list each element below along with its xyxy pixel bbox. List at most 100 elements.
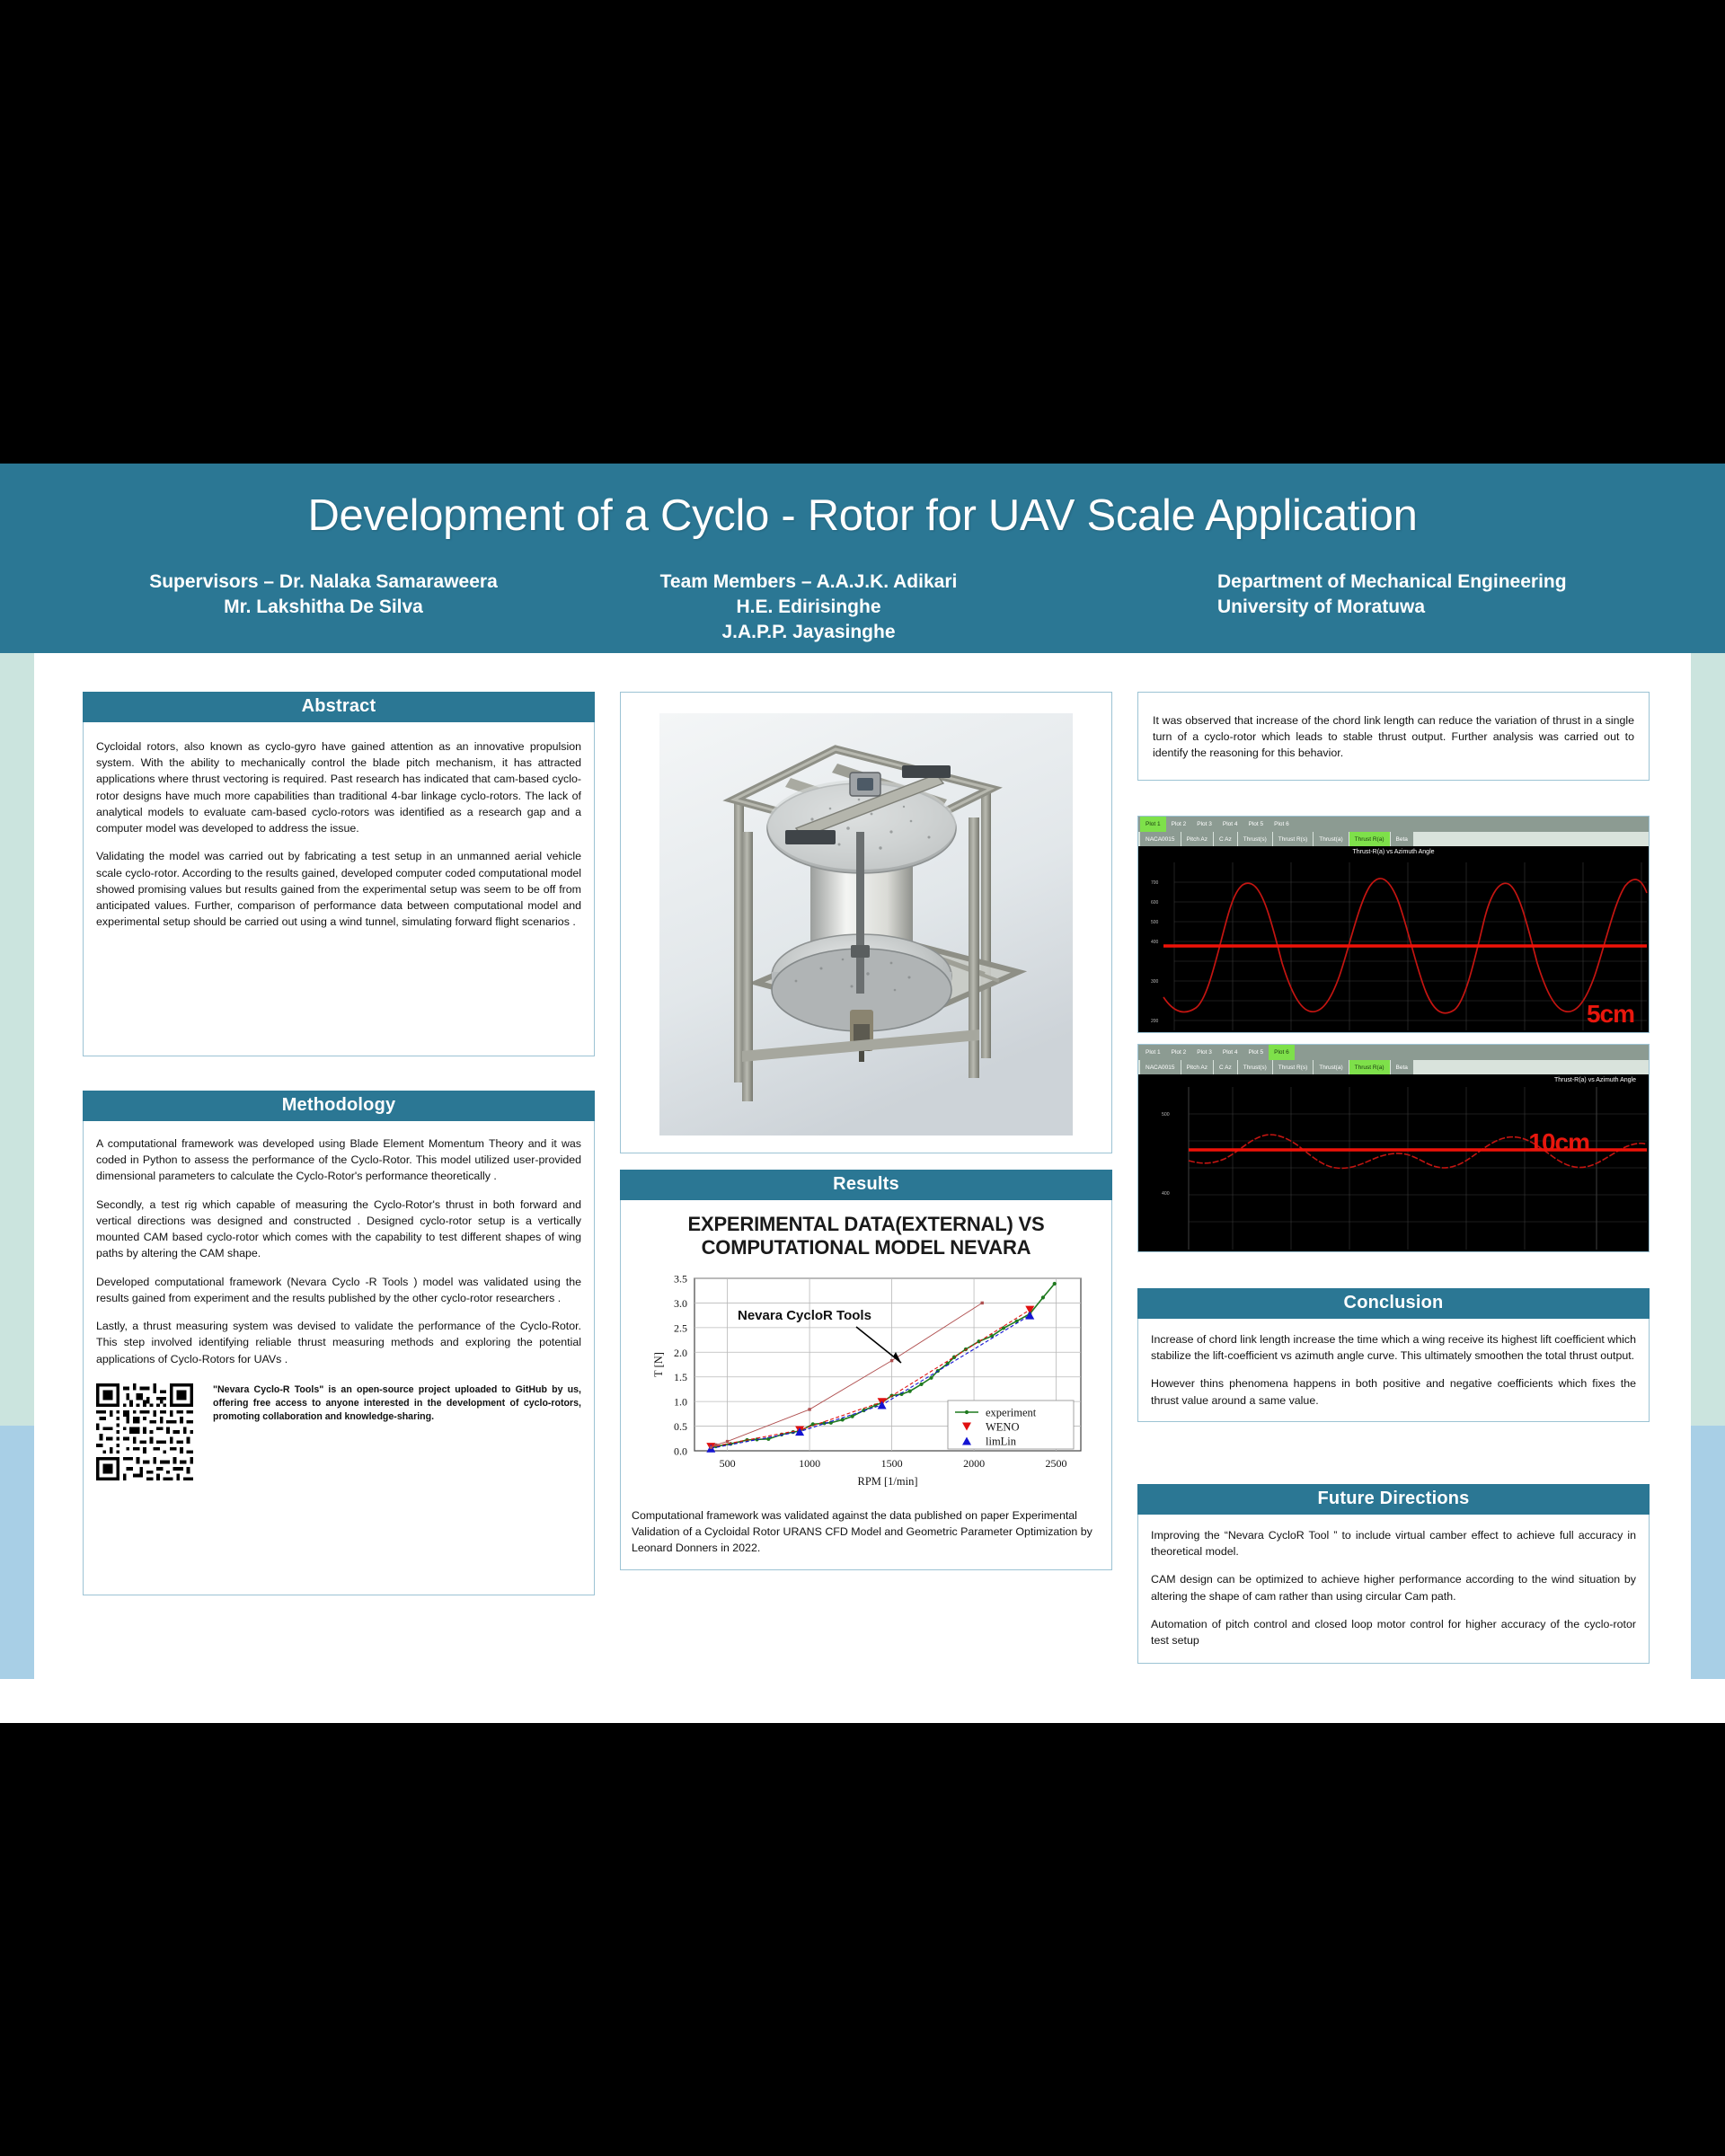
subtab-pitch-az-5cm[interactable]: Pitch Az bbox=[1181, 832, 1214, 846]
plot-tabs-10cm[interactable]: Plot 1 Plot 2 Plot 3 Plot 4 Plot 5 Plot … bbox=[1138, 1045, 1649, 1060]
plot-canvas-5cm: Thrust-R(a) vs Azimuth Angle 700 600 50 bbox=[1138, 846, 1649, 1032]
plot-waveform-10cm: 500 400 bbox=[1138, 1074, 1649, 1251]
supervisors-block: Supervisors – Dr. Nalaka Samaraweera Mr.… bbox=[108, 570, 539, 620]
subtab-thrust-rs-5cm[interactable]: Thrust R(s) bbox=[1272, 832, 1314, 846]
tab-plot-2-10cm[interactable]: Plot 2 bbox=[1171, 1049, 1187, 1056]
plot-subtabs-10cm[interactable]: NACA0015 Pitch Az C Az Thrust(s) Thrust … bbox=[1138, 1060, 1649, 1074]
screenshot-5cm: Plot 1 Plot 2 Plot 3 Plot 4 Plot 5 Plot … bbox=[1137, 816, 1650, 1033]
svg-text:limLin: limLin bbox=[986, 1436, 1017, 1448]
tab-plot-3-5cm[interactable]: Plot 3 bbox=[1197, 821, 1212, 827]
methodology-paragraph-4: Lastly, a thrust measuring system was de… bbox=[96, 1320, 581, 1365]
subtab-thrust-ra-10cm[interactable]: Thrust R(a) bbox=[1349, 1060, 1390, 1074]
methodology-panel: Methodology A computational framework wa… bbox=[83, 1091, 595, 1595]
tab-plot-5-5cm[interactable]: Plot 5 bbox=[1248, 821, 1264, 827]
svg-text:3.5: 3.5 bbox=[674, 1273, 687, 1286]
conclusion-body: Increase of chord link length increase t… bbox=[1137, 1319, 1650, 1422]
svg-text:WENO: WENO bbox=[986, 1421, 1020, 1434]
subtab-thrust-a-10cm[interactable]: Thrust(a) bbox=[1314, 1060, 1349, 1074]
future-directions-heading: Future Directions bbox=[1137, 1484, 1650, 1515]
tab-plot-4-5cm[interactable]: Plot 4 bbox=[1222, 821, 1238, 827]
subtab-naca0015-10cm[interactable]: NACA0015 bbox=[1140, 1060, 1181, 1074]
abstract-heading: Abstract bbox=[83, 692, 595, 722]
tab-plot-6-10cm[interactable]: Plot 6 bbox=[1269, 1045, 1295, 1060]
subtab-pitch-az-10cm[interactable]: Pitch Az bbox=[1181, 1060, 1214, 1074]
plot-tabs-5cm[interactable]: Plot 1 Plot 2 Plot 3 Plot 4 Plot 5 Plot … bbox=[1138, 817, 1649, 832]
tab-plot-1-10cm[interactable]: Plot 1 bbox=[1146, 1049, 1161, 1056]
observation-panel: It was observed that increase of the cho… bbox=[1137, 692, 1650, 781]
tab-plot-5-10cm[interactable]: Plot 5 bbox=[1248, 1049, 1264, 1056]
department-line-2: University of Moratuwa bbox=[1217, 596, 1426, 617]
abstract-paragraph-1: Cycloidal rotors, also known as cyclo-gy… bbox=[96, 740, 581, 835]
plot-title-10cm: Thrust-R(a) vs Azimuth Angle bbox=[1553, 1077, 1636, 1083]
svg-text:500: 500 bbox=[1151, 920, 1159, 925]
qr-code-icon[interactable] bbox=[96, 1383, 193, 1480]
conclusion-heading: Conclusion bbox=[1137, 1288, 1650, 1319]
plot-subtabs-5cm[interactable]: NACA0015 Pitch Az C Az Thrust(s) Thrust … bbox=[1138, 832, 1649, 846]
results-heading: Results bbox=[620, 1170, 1112, 1200]
svg-text:400: 400 bbox=[1162, 1191, 1170, 1197]
methodology-paragraph-3: Developed computational framework (Nevar… bbox=[96, 1275, 581, 1304]
methodology-paragraph-2: Secondly, a test rig which capable of me… bbox=[96, 1197, 581, 1260]
subtab-thrust-s-5cm[interactable]: Thrust(s) bbox=[1237, 832, 1272, 846]
subtab-thrust-rs-10cm[interactable]: Thrust R(s) bbox=[1272, 1060, 1314, 1074]
tab-plot-2-5cm[interactable]: Plot 2 bbox=[1171, 821, 1187, 827]
subtab-naca0015-5cm[interactable]: NACA0015 bbox=[1140, 832, 1181, 846]
svg-text:300: 300 bbox=[1151, 979, 1159, 985]
svg-text:0.0: 0.0 bbox=[674, 1445, 687, 1458]
subtab-beta-5cm[interactable]: Beta bbox=[1390, 832, 1413, 846]
team-line-1: Team Members – A.A.J.K. Adikari bbox=[659, 571, 958, 592]
svg-text:400: 400 bbox=[1151, 940, 1159, 945]
svg-text:2.0: 2.0 bbox=[674, 1347, 687, 1359]
results-panel: Results EXPERIMENTAL DATA(EXTERNAL) VS C… bbox=[620, 1170, 1112, 1571]
svg-text:500: 500 bbox=[1162, 1112, 1170, 1118]
svg-text:0.5: 0.5 bbox=[674, 1421, 687, 1434]
svg-text:700: 700 bbox=[1151, 880, 1159, 886]
rig-image-frame bbox=[620, 692, 1112, 1153]
tab-plot-1-5cm[interactable]: Plot 1 bbox=[1140, 817, 1166, 832]
future-paragraph-3: Automation of pitch control and closed l… bbox=[1151, 1617, 1636, 1648]
subtab-thrust-s-10cm[interactable]: Thrust(s) bbox=[1237, 1060, 1272, 1074]
methodology-heading: Methodology bbox=[83, 1091, 595, 1121]
svg-text:1500: 1500 bbox=[881, 1457, 903, 1470]
screenshot-10cm: Plot 1 Plot 2 Plot 3 Plot 4 Plot 5 Plot … bbox=[1137, 1044, 1650, 1252]
svg-text:2500: 2500 bbox=[1046, 1457, 1067, 1470]
results-chart: 0.0 0.5 1.0 1.5 2.0 2.5 3.0 3.5 500 1000 1500 2000 2… bbox=[632, 1266, 1101, 1498]
subtab-c-az-10cm[interactable]: C Az bbox=[1214, 1060, 1237, 1074]
subtab-thrust-ra-5cm[interactable]: Thrust R(a) bbox=[1349, 832, 1390, 846]
subtab-thrust-a-5cm[interactable]: Thrust(a) bbox=[1314, 832, 1349, 846]
conclusion-paragraph-2: However thins phenomena happens in both … bbox=[1151, 1377, 1636, 1407]
svg-text:T [N]: T [N] bbox=[652, 1353, 665, 1378]
plot-title-5cm: Thrust-R(a) vs Azimuth Angle bbox=[1352, 849, 1435, 855]
subtab-c-az-5cm[interactable]: C Az bbox=[1214, 832, 1237, 846]
svg-text:Nevara CycloR Tools: Nevara CycloR Tools bbox=[738, 1308, 871, 1323]
tab-plot-3-10cm[interactable]: Plot 3 bbox=[1197, 1049, 1212, 1056]
results-body: EXPERIMENTAL DATA(EXTERNAL) VS COMPUTATI… bbox=[620, 1200, 1112, 1571]
left-strip-teal bbox=[0, 653, 34, 1426]
team-line-3: J.A.P.P. Jayasinghe bbox=[721, 621, 896, 642]
team-members-block: Team Members – A.A.J.K. Adikari H.E. Edi… bbox=[629, 570, 988, 645]
supervisors-line-2: Mr. Lakshitha De Silva bbox=[224, 596, 423, 617]
page-title: Development of a Cyclo - Rotor for UAV S… bbox=[307, 491, 1418, 540]
conclusion-panel: Conclusion Increase of chord link length… bbox=[1137, 1288, 1650, 1422]
qr-caption: "Nevara Cyclo-R Tools" is an open-source… bbox=[213, 1383, 581, 1422]
svg-text:RPM [1/min]: RPM [1/min] bbox=[857, 1475, 917, 1488]
plot-canvas-10cm: Thrust-R(a) vs Azimuth Angle 500 400 bbox=[1138, 1074, 1649, 1251]
subtab-beta-10cm[interactable]: Beta bbox=[1390, 1060, 1413, 1074]
tab-plot-4-10cm[interactable]: Plot 4 bbox=[1222, 1049, 1238, 1056]
svg-text:3.0: 3.0 bbox=[674, 1297, 687, 1310]
observation-text: It was observed that increase of the cho… bbox=[1153, 714, 1634, 760]
right-strip-teal bbox=[1691, 653, 1725, 1426]
chart-title: EXPERIMENTAL DATA(EXTERNAL) VS COMPUTATI… bbox=[632, 1213, 1101, 1259]
rig-cad-render bbox=[659, 713, 1073, 1135]
team-line-2: H.E. Edirisinghe bbox=[736, 596, 881, 617]
poster-canvas: Development of a Cyclo - Rotor for UAV S… bbox=[0, 464, 1725, 1723]
scale-label-10cm: 10cm bbox=[1528, 1128, 1590, 1156]
chart-title-line-2: COMPUTATIONAL MODEL NEVARA bbox=[701, 1235, 1031, 1259]
qr-row: "Nevara Cyclo-R Tools" is an open-source… bbox=[96, 1383, 581, 1480]
tab-plot-6-5cm[interactable]: Plot 6 bbox=[1274, 821, 1289, 827]
methodology-body: A computational framework was developed … bbox=[83, 1121, 595, 1595]
svg-text:1.0: 1.0 bbox=[674, 1396, 687, 1409]
future-paragraph-1: Improving the “Nevara CycloR Tool ” to i… bbox=[1151, 1529, 1636, 1559]
abstract-panel: Abstract Cycloidal rotors, also known as… bbox=[83, 692, 595, 1056]
